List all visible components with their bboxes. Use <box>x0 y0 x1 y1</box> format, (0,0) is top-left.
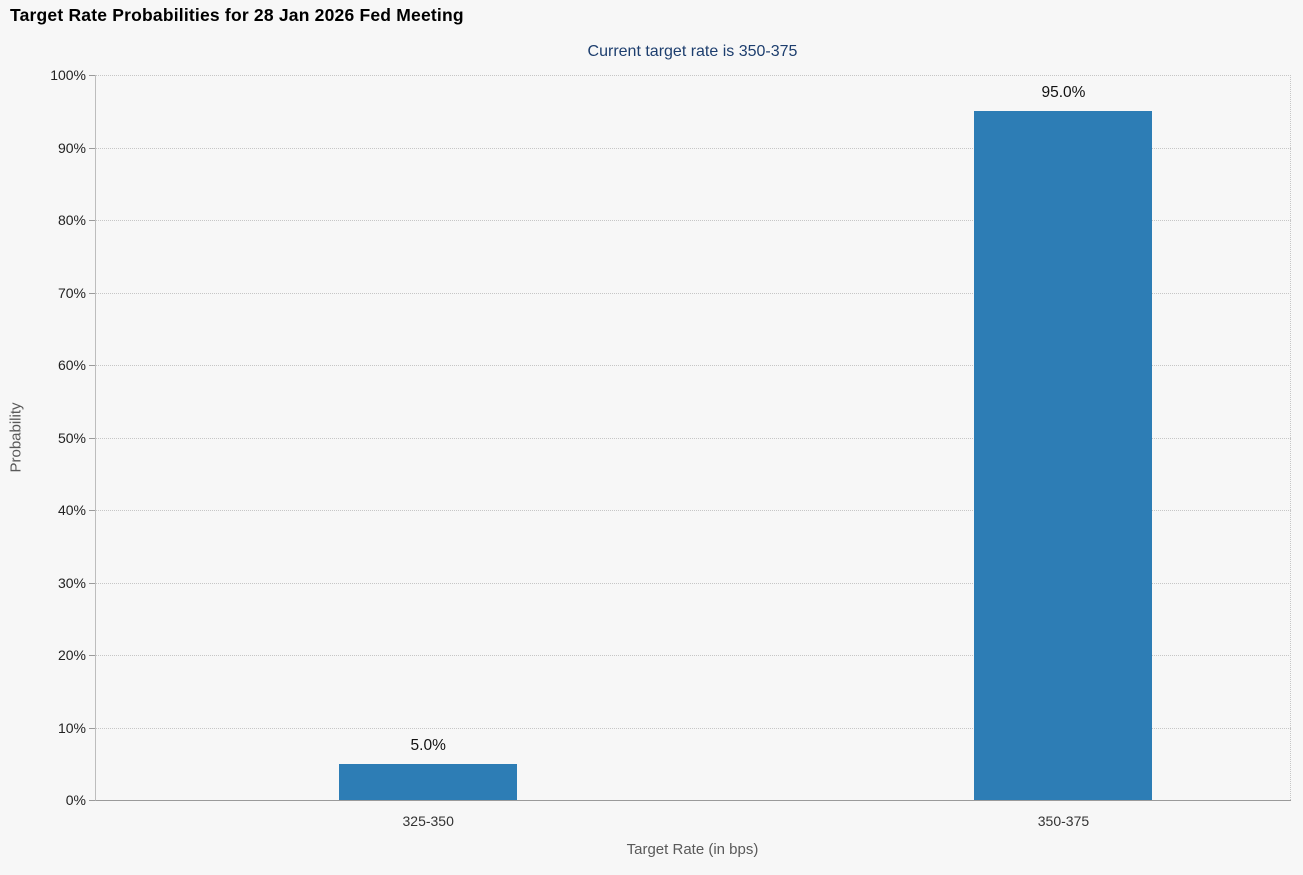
gridline <box>96 75 1291 76</box>
y-tick-mark <box>89 727 95 729</box>
y-tick-mark <box>89 292 95 294</box>
y-tick-mark <box>89 365 95 366</box>
y-tick-mark <box>89 582 95 584</box>
gridline <box>96 437 1291 439</box>
x-axis-title: Target Rate (in bps) <box>626 841 759 858</box>
gridline <box>96 365 1291 366</box>
x-tick-label: 350-375 <box>1037 813 1090 829</box>
plot-area: 0% 10% 20% 30% 40% 50% 60% 70% 80% 90% 100% 5.0% 325… <box>50 67 1291 829</box>
y-tick-label: 30% <box>57 574 86 591</box>
gridline <box>96 582 1291 584</box>
y-tick-label: 0% <box>65 792 86 808</box>
y-tick-mark <box>89 800 95 801</box>
y-axis-title-text: Probability <box>7 402 25 473</box>
y-tick-mark <box>89 220 95 221</box>
y-axis-title: Probability <box>0 75 32 800</box>
probability-bar[interactable] <box>974 111 1153 800</box>
y-tick-mark <box>89 75 95 76</box>
chart-title: Target Rate Probabilities for 28 Jan 202… <box>10 5 464 25</box>
gridline <box>96 220 1291 221</box>
y-tick-label: 100% <box>50 67 86 83</box>
gridline <box>96 147 1291 149</box>
gridline <box>96 292 1291 294</box>
bar-value-label: 95.0% <box>1041 84 1086 102</box>
y-tick-mark <box>89 510 95 511</box>
y-tick-mark <box>89 655 95 656</box>
y-tick-label: 70% <box>57 284 86 301</box>
y-tick-label: 60% <box>57 357 86 373</box>
gridline <box>96 655 1291 656</box>
y-tick-label: 90% <box>57 139 86 156</box>
plot-right-gridline <box>1290 75 1291 800</box>
y-tick-mark <box>89 437 95 439</box>
gridline <box>96 510 1291 511</box>
chart-subtitle: Current target rate is 350-375 <box>587 43 798 60</box>
y-tick-label: 50% <box>57 429 86 446</box>
bar-value-label: 5.0% <box>410 736 446 754</box>
y-tick-label: 80% <box>57 212 86 228</box>
gridline <box>96 727 1291 729</box>
y-tick-label: 20% <box>57 647 86 663</box>
y-tick-label: 10% <box>57 719 86 736</box>
probability-bar[interactable] <box>339 763 518 800</box>
y-tick-mark <box>89 147 95 149</box>
y-tick-label: 40% <box>57 502 86 518</box>
x-tick-label: 325-350 <box>402 813 454 829</box>
